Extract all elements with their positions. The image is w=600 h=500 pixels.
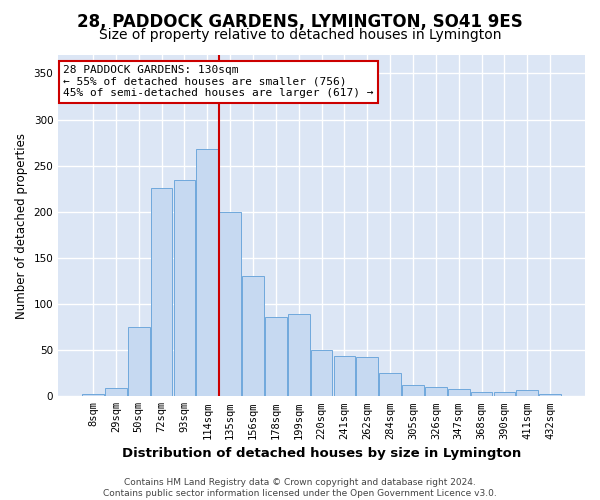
Text: 28, PADDOCK GARDENS, LYMINGTON, SO41 9ES: 28, PADDOCK GARDENS, LYMINGTON, SO41 9ES <box>77 12 523 30</box>
Bar <box>128 327 149 396</box>
Bar <box>151 188 172 396</box>
Text: Contains HM Land Registry data © Crown copyright and database right 2024.
Contai: Contains HM Land Registry data © Crown c… <box>103 478 497 498</box>
Bar <box>539 394 561 396</box>
Bar <box>219 212 241 396</box>
Text: Size of property relative to detached houses in Lymington: Size of property relative to detached ho… <box>99 28 501 42</box>
Bar <box>517 390 538 396</box>
Bar <box>242 276 264 396</box>
Bar <box>288 314 310 396</box>
Bar <box>265 317 287 396</box>
Y-axis label: Number of detached properties: Number of detached properties <box>15 132 28 318</box>
Bar <box>471 392 493 396</box>
Bar <box>334 356 355 397</box>
Bar <box>356 356 378 397</box>
Bar <box>105 388 127 396</box>
Bar <box>379 373 401 396</box>
X-axis label: Distribution of detached houses by size in Lymington: Distribution of detached houses by size … <box>122 447 521 460</box>
Text: 28 PADDOCK GARDENS: 130sqm
← 55% of detached houses are smaller (756)
45% of sem: 28 PADDOCK GARDENS: 130sqm ← 55% of deta… <box>64 65 374 98</box>
Bar <box>82 394 104 396</box>
Bar <box>311 350 332 397</box>
Bar <box>494 392 515 396</box>
Bar <box>402 385 424 396</box>
Bar <box>448 389 470 396</box>
Bar <box>196 149 218 396</box>
Bar <box>425 387 447 396</box>
Bar <box>173 180 195 396</box>
